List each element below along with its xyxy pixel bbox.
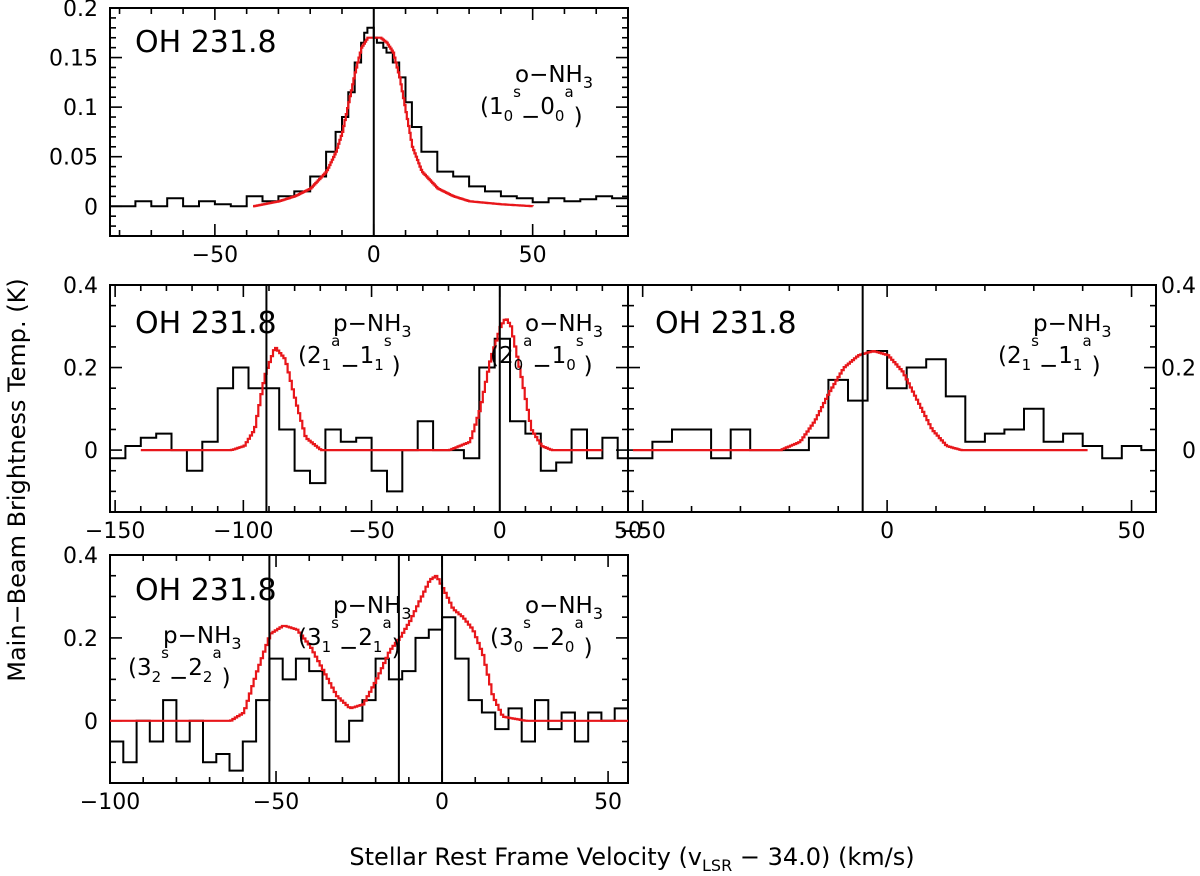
- panel-p2: −150 −100 −50 0 50 0 0.2 0.4 OH 231.8 p−NH3(21a−1…: [63, 274, 642, 544]
- y-tick-label: 0.2: [63, 357, 98, 382]
- transition-species-label: p−NH3: [333, 311, 412, 341]
- y-tick-label: 0.05: [49, 146, 98, 171]
- y-tick-label: 0: [1182, 439, 1196, 464]
- y-tick-label: 0.2: [63, 627, 98, 652]
- source-label: OH 231.8: [655, 306, 797, 341]
- x-tick-label: −100: [80, 790, 140, 815]
- panel-p3: −50 0 50 0 0.2 0.4 OH 231.8 p−NH3(21s−11a): [619, 274, 1196, 544]
- transition-species-label: o−NH3: [515, 62, 593, 92]
- x-tick-label: −50: [253, 790, 299, 815]
- x-tick-label: −100: [213, 519, 273, 544]
- plot-frame: [627, 284, 1157, 513]
- transition-quantum-label: (10s−00a): [480, 83, 583, 130]
- transition-species-label: o−NH3: [525, 311, 603, 341]
- y-tick-label: 0.2: [1161, 357, 1196, 382]
- transition-quantum-label: (32s−22a): [128, 644, 231, 691]
- panel-p1: −50 0 50 0 0.05 0.1 0.15 0.2 OH 231.8 o−NH3(10s−0…: [49, 0, 629, 268]
- y-tick-label: 0: [84, 439, 98, 464]
- model-spectrum-line: [140, 318, 603, 452]
- x-tick-label: −50: [348, 519, 394, 544]
- transition-quantum-label: (21a−11s): [298, 332, 401, 379]
- x-tick-label: 0: [435, 790, 449, 815]
- x-tick-label: 50: [614, 519, 642, 544]
- source-label: OH 231.8: [135, 573, 277, 608]
- y-tick-label: 0: [84, 710, 98, 735]
- x-tick-label: −50: [192, 243, 238, 268]
- transition-quantum-label: (30s−20a): [490, 614, 593, 661]
- x-tick-label: 0: [880, 519, 894, 544]
- model-spectrum-line: [110, 574, 628, 722]
- y-tick-label: 0: [84, 195, 98, 220]
- observed-spectrum-line: [628, 350, 1156, 460]
- x-tick-label: 50: [1118, 519, 1146, 544]
- plot-frame: [109, 554, 629, 784]
- model-spectrum-line: [632, 350, 1088, 452]
- transition-species-label: o−NH3: [525, 593, 603, 623]
- x-tick-label: 50: [594, 790, 622, 815]
- transition-quantum-label: (31s−21a): [298, 614, 401, 661]
- transition-quantum-label: (20a−10s): [490, 332, 593, 379]
- source-label: OH 231.8: [135, 25, 277, 60]
- x-tick-label: 0: [367, 243, 381, 268]
- x-tick-label: −50: [619, 519, 665, 544]
- y-axis-label: Main−Beam Brightness Temp. (K): [3, 278, 31, 682]
- y-tick-label: 0.15: [49, 47, 98, 72]
- model-spectrum-line: [253, 36, 534, 208]
- y-tick-label: 0.4: [63, 544, 98, 569]
- transition-species-label: p−NH3: [1033, 311, 1112, 341]
- y-tick-label: 0.1: [63, 96, 98, 121]
- y-tick-label: 0.4: [1161, 274, 1196, 299]
- x-axis-label: Stellar Rest Frame Velocity (vLSR − 34.0…: [349, 843, 914, 875]
- x-tick-label: −150: [85, 519, 145, 544]
- observed-spectrum-line: [110, 337, 628, 493]
- plot-frame: [109, 7, 629, 237]
- transition-quantum-label: (21s−11a): [998, 332, 1101, 379]
- source-label: OH 231.8: [135, 306, 277, 341]
- y-tick-label: 0.4: [63, 274, 98, 299]
- x-tick-label: 50: [519, 243, 547, 268]
- x-tick-label: 0: [493, 519, 507, 544]
- y-tick-label: 0.2: [63, 0, 98, 22]
- transition-species-label: p−NH3: [333, 593, 412, 623]
- transition-species-label: p−NH3: [163, 623, 242, 653]
